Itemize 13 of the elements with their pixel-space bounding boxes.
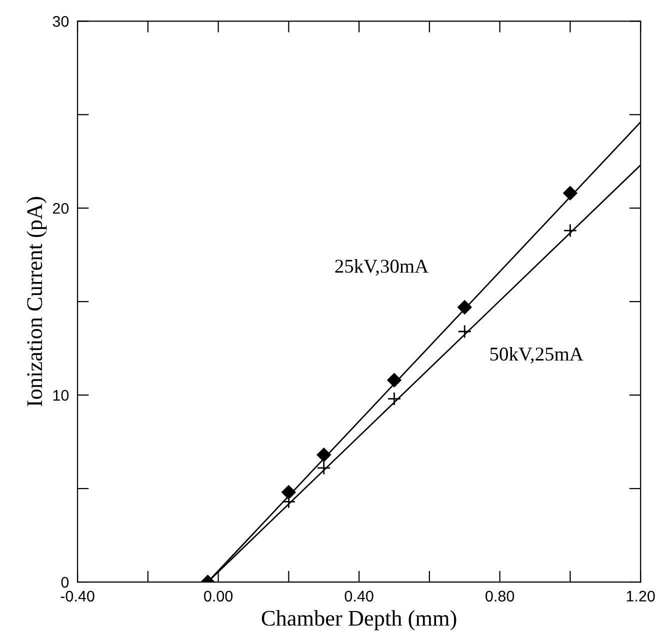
x-axis-title: Chamber Depth (mm) <box>262 610 456 630</box>
y-tick-label: 0 <box>61 576 69 588</box>
y-tick-label: 30 <box>52 16 69 27</box>
text: 25kV,30mA <box>335 259 428 276</box>
x-tick-label: 0.80 <box>486 590 514 602</box>
y-tick-label: 20 <box>52 202 69 214</box>
x-tick-label: -0.40 <box>60 590 94 602</box>
x-tick-label: 0.00 <box>204 590 233 602</box>
x-tick-label: 1.20 <box>626 590 655 602</box>
x-tick-label: 0.40 <box>344 590 374 602</box>
y-tick-label: 10 <box>53 390 69 401</box>
y-axis-title: Ionization Current (pA) <box>26 197 47 406</box>
series-label: 50kV,25mA <box>490 346 584 364</box>
